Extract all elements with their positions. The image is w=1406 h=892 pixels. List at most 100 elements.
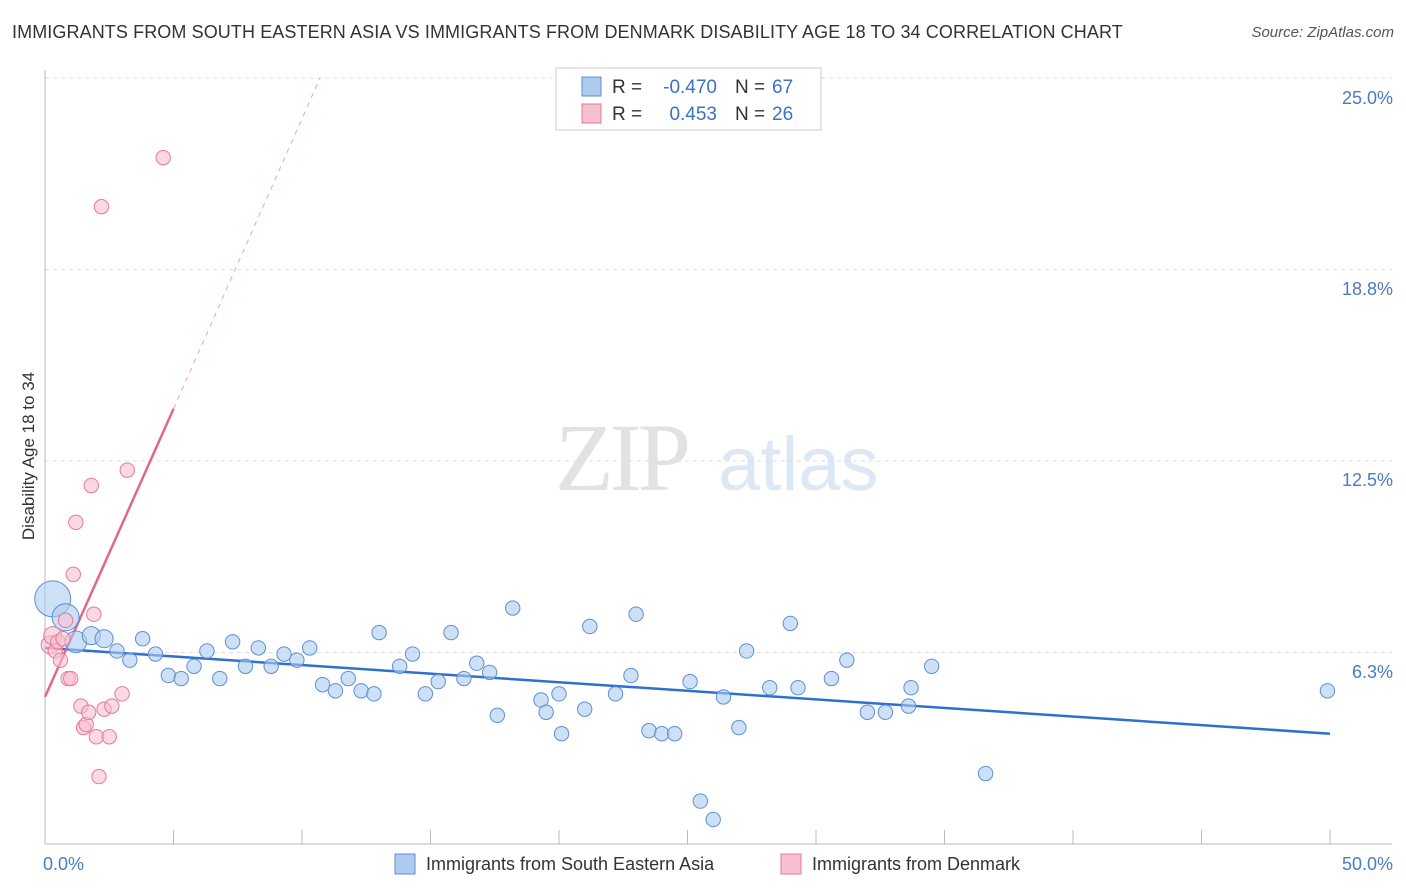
trend-lines: [43, 77, 1331, 735]
point-south-eastern-asia-27: [391, 658, 408, 674]
point-south-eastern-asia-15: [237, 658, 254, 674]
y-tick-label-18-8: 18.8%: [1342, 279, 1393, 299]
point-south-eastern-asia-47: [666, 725, 683, 742]
point-south-eastern-asia-23: [340, 670, 356, 687]
point-south-eastern-asia-34: [481, 664, 498, 681]
point-south-eastern-asia-45: [641, 722, 657, 739]
point-south-eastern-asia-24: [353, 683, 369, 699]
point-denmark-18: [91, 768, 107, 785]
point-denmark-17: [88, 729, 105, 745]
point-south-eastern-asia-59: [877, 704, 894, 720]
point-south-eastern-asia-30: [430, 673, 446, 690]
point-denmark-25: [155, 149, 171, 166]
legend-swatch-blue: [581, 76, 602, 97]
point-south-eastern-asia-62: [923, 658, 940, 674]
point-south-eastern-asia-26: [371, 624, 387, 641]
chart-title: IMMIGRANTS FROM SOUTH EASTERN ASIA VS IM…: [12, 22, 1123, 42]
point-south-eastern-asia-53: [762, 680, 778, 696]
point-south-eastern-asia-58: [859, 704, 876, 720]
trend-line-south-eastern-asia: [44, 646, 1331, 735]
point-south-eastern-asia-5: [109, 643, 125, 659]
point-denmark-8: [62, 670, 79, 687]
point-south-eastern-asia-32: [456, 670, 472, 687]
x-tick-label-50: 50.0%: [1342, 854, 1393, 874]
point-south-eastern-asia-9: [160, 667, 177, 684]
point-denmark-10: [68, 514, 84, 530]
point-south-eastern-asia-13: [212, 670, 228, 687]
point-south-eastern-asia-55: [790, 680, 806, 696]
point-south-eastern-asia-54: [782, 615, 798, 632]
gridlines: [45, 77, 1392, 653]
y-tick-label-12-5: 12.5%: [1342, 470, 1393, 490]
point-south-eastern-asia-49: [692, 793, 709, 809]
legend-r-label-pink: R =: [612, 104, 642, 125]
point-south-eastern-asia-31: [443, 624, 459, 641]
x-tick-label-0: 0.0%: [43, 854, 84, 874]
legend-swatch-pink: [581, 103, 602, 124]
point-south-eastern-asia-18: [276, 646, 292, 662]
point-denmark-21: [101, 729, 117, 745]
point-south-eastern-asia-60: [900, 698, 917, 714]
point-south-eastern-asia-56: [823, 670, 840, 687]
point-south-eastern-asia-61: [903, 680, 919, 696]
point-south-eastern-asia-65: [1319, 683, 1336, 699]
watermark-zip: ZIP: [555, 404, 688, 511]
point-south-eastern-asia-42: [582, 618, 598, 635]
series-denmark-points: [40, 149, 171, 785]
trend-line-denmark-extension: [173, 77, 321, 410]
point-denmark-4: [52, 652, 69, 668]
series-legend-label-blue: Immigrants from South Eastern Asia: [426, 854, 715, 874]
series-legend-label-pink: Immigrants from Denmark: [812, 854, 1021, 874]
point-south-eastern-asia-48: [682, 673, 698, 690]
point-south-eastern-asia-25: [366, 686, 382, 702]
y-tick-labels: 6.3% 12.5% 18.8% 25.0%: [1342, 88, 1393, 682]
y-axis-label: Disability Age 18 to 34: [19, 372, 38, 540]
point-south-eastern-asia-50: [715, 689, 732, 705]
point-south-eastern-asia-8: [147, 646, 164, 662]
point-south-eastern-asia-66: [705, 811, 721, 828]
point-south-eastern-asia-41: [577, 701, 593, 717]
legend-n-label-pink: N =: [735, 104, 765, 125]
point-south-eastern-asia-29: [417, 686, 434, 702]
point-denmark-16: [86, 606, 102, 622]
point-south-eastern-asia-44: [623, 667, 639, 684]
point-south-eastern-asia-14: [224, 634, 241, 650]
y-tick-label-25-0: 25.0%: [1342, 88, 1393, 108]
point-south-eastern-asia-38: [538, 704, 554, 720]
point-south-eastern-asia-21: [314, 676, 331, 693]
series-south-eastern-asia-points: [34, 580, 1336, 828]
legend-r-label-blue: R =: [612, 77, 642, 98]
point-denmark-6: [57, 612, 74, 629]
point-south-eastern-asia-22: [327, 683, 344, 699]
point-south-eastern-asia-51: [731, 719, 747, 736]
y-tick-label-6-3: 6.3%: [1352, 662, 1393, 682]
point-south-eastern-asia-64: [628, 606, 644, 622]
legend-r-value-blue: -0.470: [663, 77, 717, 98]
watermark: ZIP atlas: [555, 404, 879, 511]
point-south-eastern-asia-52: [738, 643, 755, 659]
point-denmark-9: [65, 566, 81, 583]
watermark-atlas: atlas: [718, 422, 879, 507]
point-south-eastern-asia-46: [654, 725, 670, 742]
point-south-eastern-asia-16: [250, 640, 267, 656]
legend-n-value-pink: 26: [772, 104, 793, 125]
point-denmark-22: [104, 698, 120, 714]
point-south-eastern-asia-39: [551, 686, 567, 702]
point-south-eastern-asia-7: [134, 631, 151, 647]
point-south-eastern-asia-19: [289, 652, 305, 668]
point-south-eastern-asia-4: [94, 629, 114, 649]
trend-line-denmark: [43, 408, 175, 698]
point-south-eastern-asia-43: [607, 686, 624, 702]
correlation-legend: R = -0.470 N = 67 R = 0.453 N = 26: [555, 67, 822, 131]
point-south-eastern-asia-11: [186, 658, 202, 674]
point-south-eastern-asia-10: [173, 670, 189, 687]
point-south-eastern-asia-63: [977, 765, 994, 782]
point-denmark-24: [119, 462, 135, 478]
series-legend-swatch-blue: [394, 853, 416, 875]
point-denmark-14: [80, 704, 97, 720]
series-legend-swatch-pink: [780, 853, 802, 875]
point-denmark-5: [55, 631, 71, 647]
point-south-eastern-asia-57: [839, 652, 855, 668]
chart-source: Source: ZipAtlas.com: [1251, 24, 1394, 41]
